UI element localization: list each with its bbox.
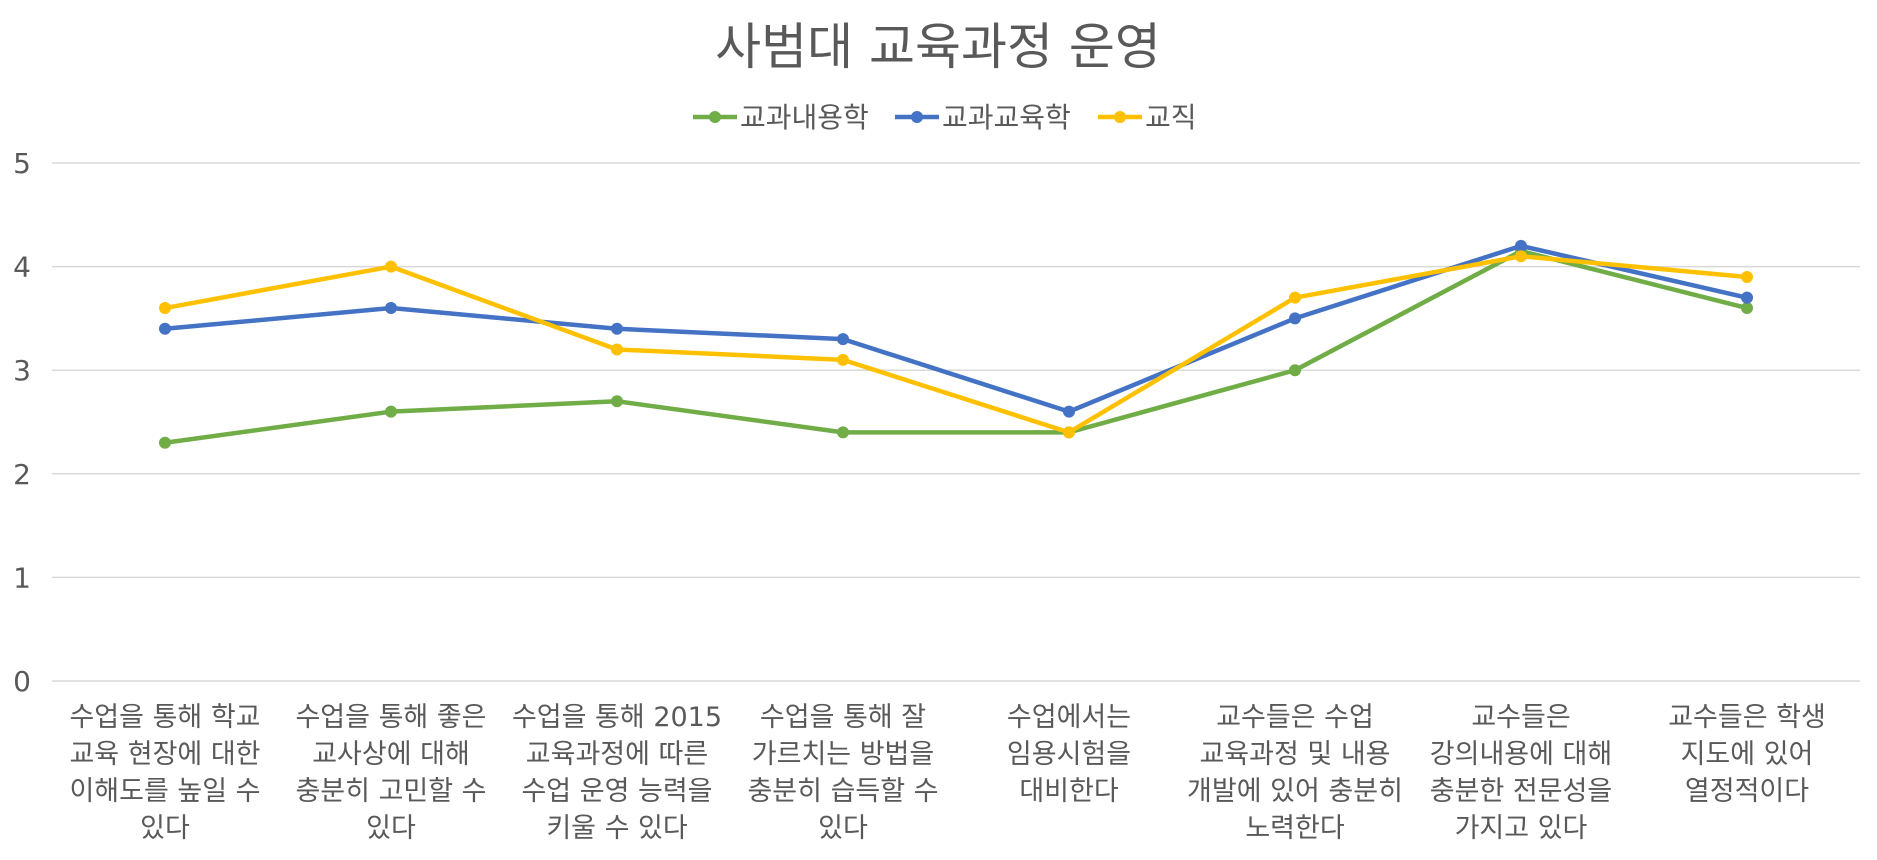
y-tick-label: 0 — [13, 665, 31, 698]
x-tick-label-line: 있다 — [818, 813, 868, 844]
data-point — [385, 302, 397, 315]
data-point — [1741, 302, 1753, 315]
series-line — [162, 243, 1750, 414]
data-point — [385, 260, 397, 273]
x-tick-label-line: 노력한다 — [1245, 813, 1345, 844]
data-point — [385, 405, 397, 418]
x-tick-label-line: 있다 — [140, 813, 190, 844]
data-point — [1063, 426, 1075, 439]
data-point — [159, 322, 171, 335]
x-tick-label-line: 임용시험을 — [1007, 739, 1131, 770]
legend-marker — [709, 111, 721, 123]
series-line — [162, 253, 1750, 435]
gridlines — [52, 162, 1860, 682]
chart-title: 사범대 교육과정 운영 — [715, 18, 1161, 76]
data-point — [1289, 364, 1301, 377]
x-tick-label-line: 있다 — [366, 813, 416, 844]
legend-label: 교직 — [1145, 101, 1197, 134]
x-tick-label-line: 교육과정 및 내용 — [1199, 739, 1390, 770]
legend-marker — [911, 111, 923, 123]
legend-label: 교과교육학 — [942, 101, 1071, 134]
x-tick-label-line: 충분히 고민할 수 — [295, 776, 486, 807]
x-tick-label-line: 수업에서는 — [1007, 702, 1131, 733]
y-tick-label: 2 — [13, 458, 31, 491]
x-tick-label-line: 가지고 있다 — [1455, 813, 1588, 844]
x-tick-label-line: 대비한다 — [1019, 776, 1119, 807]
y-tick-label: 5 — [13, 147, 31, 180]
y-tick-label: 3 — [13, 354, 31, 387]
data-point — [1289, 291, 1301, 304]
data-point — [159, 436, 171, 449]
x-tick-label-line: 충분한 전문성을 — [1430, 776, 1612, 807]
series-line — [162, 248, 1750, 445]
x-tick-label-line: 강의내용에 대해 — [1430, 739, 1612, 770]
x-tick-label-line: 수업을 통해 잘 — [760, 702, 926, 733]
data-point — [1063, 405, 1075, 418]
legend-marker — [1114, 111, 1126, 123]
y-tick-label: 1 — [13, 561, 31, 594]
data-point — [1515, 239, 1527, 252]
data-point — [159, 302, 171, 315]
x-tick-label-line: 키울 수 있다 — [546, 813, 688, 844]
data-point — [1741, 291, 1753, 304]
data-point — [611, 322, 623, 335]
data-point — [1289, 312, 1301, 325]
data-point — [611, 395, 623, 408]
data-point — [1515, 250, 1527, 263]
legend: 교과내용학 교과교육학 교직 — [693, 101, 1197, 134]
x-tick-label-line: 교육과정에 따른 — [526, 739, 708, 770]
x-tick-label-line: 수업을 통해 학교 — [69, 702, 260, 733]
data-point — [837, 426, 849, 439]
legend-label: 교과내용학 — [740, 101, 869, 134]
x-tick-label-line: 수업을 통해 좋은 — [295, 702, 486, 733]
x-tick-label-line: 교수들은 학생 — [1668, 702, 1826, 733]
x-tick-label-line: 열정적이다 — [1685, 776, 1809, 807]
x-tick-label-line: 수업 운영 능력을 — [521, 776, 712, 807]
x-tick-label-line: 교수들은 — [1471, 702, 1570, 733]
x-tick-label-line: 이해도를 높일 수 — [69, 776, 260, 807]
x-tick-label-line: 개발에 있어 충분히 — [1187, 776, 1403, 807]
x-tick-label-line: 수업을 통해 2015 — [512, 702, 722, 733]
data-point — [837, 353, 849, 366]
x-tick-label-line: 교사상에 대해 — [312, 739, 470, 770]
series-lines — [159, 239, 1753, 449]
y-axis-ticks: 0 1 2 3 4 5 — [13, 147, 31, 698]
data-point — [611, 343, 623, 356]
x-tick-label-line: 교수들은 수업 — [1216, 702, 1374, 733]
x-tick-label-line: 교육 현장에 대한 — [69, 739, 260, 770]
y-tick-label: 4 — [13, 251, 31, 284]
data-point — [1741, 270, 1753, 283]
x-tick-label-line: 지도에 있어 — [1681, 739, 1814, 770]
x-tick-label-line: 충분히 습득할 수 — [747, 776, 938, 807]
x-tick-label-line: 가르치는 방법을 — [752, 739, 934, 770]
data-point — [837, 333, 849, 346]
